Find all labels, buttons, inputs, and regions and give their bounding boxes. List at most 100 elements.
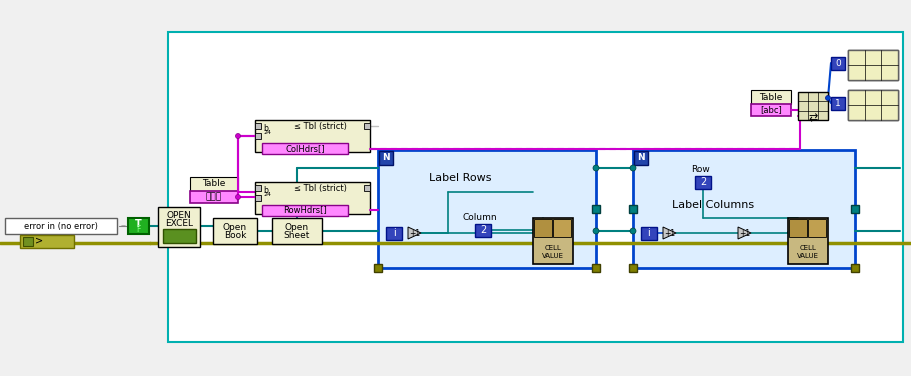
Text: 1: 1 — [835, 99, 841, 108]
Bar — [364, 123, 370, 129]
Bar — [20, 235, 74, 248]
Text: +1: +1 — [409, 229, 421, 238]
Bar — [751, 90, 791, 104]
Bar — [255, 185, 261, 191]
Bar — [158, 207, 200, 247]
Bar — [848, 90, 898, 120]
Bar — [831, 57, 845, 70]
Bar — [262, 205, 348, 216]
Text: 24: 24 — [263, 130, 271, 135]
Bar — [5, 218, 117, 234]
Bar — [255, 120, 370, 152]
Bar — [831, 97, 845, 110]
Bar — [386, 227, 402, 240]
Text: Label Rows: Label Rows — [429, 173, 491, 183]
Bar — [255, 123, 261, 129]
Bar — [534, 219, 552, 237]
Circle shape — [593, 228, 599, 234]
Circle shape — [825, 96, 831, 100]
Bar — [808, 219, 826, 237]
Text: Column: Column — [463, 212, 497, 221]
Text: +1: +1 — [664, 229, 676, 238]
Text: Label Columns: Label Columns — [672, 200, 754, 210]
Text: 2: 2 — [700, 177, 706, 187]
Bar — [213, 218, 257, 244]
Bar — [475, 224, 491, 237]
Text: i: i — [648, 228, 650, 238]
Text: +1: +1 — [740, 229, 751, 238]
Text: [abc]: [abc] — [760, 106, 782, 115]
Text: Table: Table — [202, 179, 226, 188]
Text: Row: Row — [691, 165, 711, 174]
Bar — [592, 264, 600, 272]
Bar — [633, 150, 855, 268]
Bar — [255, 195, 261, 201]
Text: EXCEL: EXCEL — [165, 218, 193, 227]
Bar — [798, 92, 828, 120]
Polygon shape — [408, 227, 421, 239]
Circle shape — [630, 165, 636, 171]
Circle shape — [236, 133, 241, 138]
Text: ⇄: ⇄ — [808, 113, 818, 123]
Text: Table: Table — [759, 92, 783, 102]
Bar — [751, 104, 791, 116]
Text: 2: 2 — [480, 225, 486, 235]
Bar — [789, 219, 807, 237]
Bar — [592, 205, 600, 213]
Bar — [851, 205, 859, 213]
Text: Open: Open — [285, 223, 309, 232]
Bar — [255, 133, 261, 139]
Polygon shape — [738, 227, 751, 239]
Circle shape — [593, 165, 599, 171]
Bar — [629, 205, 637, 213]
Bar — [374, 264, 382, 272]
Text: 24: 24 — [263, 192, 271, 197]
Bar — [848, 50, 898, 80]
Bar — [190, 191, 238, 203]
Bar — [364, 185, 370, 191]
Circle shape — [630, 228, 636, 234]
Text: N: N — [637, 153, 645, 162]
Text: VALUE: VALUE — [542, 253, 564, 259]
Bar — [190, 177, 238, 191]
Text: N: N — [383, 153, 390, 162]
Bar — [168, 32, 903, 342]
Text: VALUE: VALUE — [797, 253, 819, 259]
Bar — [851, 264, 859, 272]
Text: CELL: CELL — [800, 245, 816, 251]
Bar — [695, 176, 711, 189]
Bar — [629, 264, 637, 272]
Text: 0: 0 — [835, 59, 841, 68]
Bar — [272, 218, 322, 244]
Text: CELL: CELL — [545, 245, 561, 251]
Bar — [788, 218, 828, 264]
Bar — [634, 151, 648, 165]
Bar — [168, 32, 903, 342]
Text: Sheet: Sheet — [284, 232, 310, 241]
Text: 테이블: 테이블 — [206, 193, 222, 202]
Bar — [128, 218, 149, 234]
Text: ≤ Tbl (strict): ≤ Tbl (strict) — [293, 121, 346, 130]
Text: ColHdrs[]: ColHdrs[] — [285, 144, 325, 153]
Circle shape — [236, 194, 241, 200]
Bar — [848, 90, 898, 120]
Bar — [378, 150, 596, 268]
Text: Open: Open — [223, 223, 247, 232]
Polygon shape — [663, 227, 676, 239]
Text: F: F — [136, 226, 140, 235]
Bar — [262, 143, 348, 154]
Bar — [379, 151, 393, 165]
Text: b: b — [263, 124, 268, 133]
Text: b: b — [263, 186, 268, 195]
Text: RowHdrs[]: RowHdrs[] — [283, 206, 327, 214]
Bar — [641, 227, 657, 240]
Text: Book: Book — [224, 232, 246, 241]
Text: ≤ Tbl (strict): ≤ Tbl (strict) — [293, 183, 346, 193]
Text: i: i — [393, 228, 395, 238]
Bar — [553, 219, 571, 237]
Text: >: > — [36, 237, 46, 247]
Bar — [163, 229, 196, 243]
Bar — [255, 182, 370, 214]
Text: OPEN: OPEN — [167, 211, 191, 220]
Text: T: T — [135, 219, 141, 229]
